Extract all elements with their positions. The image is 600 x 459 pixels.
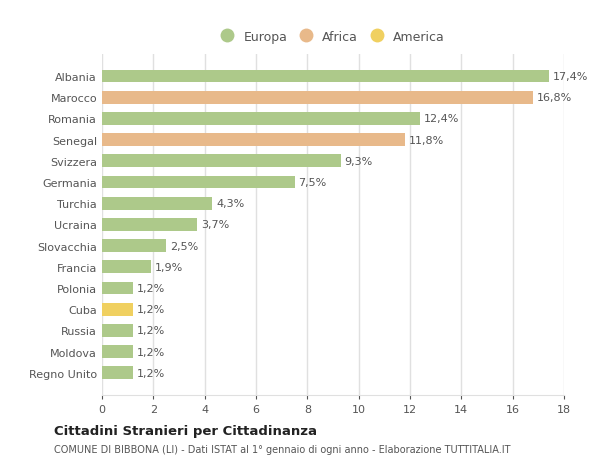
Bar bbox=[102, 218, 197, 231]
Text: 1,2%: 1,2% bbox=[137, 347, 165, 357]
Bar bbox=[102, 282, 133, 295]
Bar bbox=[102, 155, 341, 168]
Text: 7,5%: 7,5% bbox=[298, 178, 326, 188]
Text: 3,7%: 3,7% bbox=[201, 220, 229, 230]
Bar bbox=[102, 113, 420, 125]
Bar bbox=[102, 92, 533, 104]
Text: 1,2%: 1,2% bbox=[137, 304, 165, 314]
Bar bbox=[102, 197, 212, 210]
Bar bbox=[102, 346, 133, 358]
Text: 1,2%: 1,2% bbox=[137, 283, 165, 293]
Bar bbox=[102, 367, 133, 379]
Bar bbox=[102, 325, 133, 337]
Bar bbox=[102, 240, 166, 252]
Text: 16,8%: 16,8% bbox=[537, 93, 572, 103]
Bar bbox=[102, 134, 405, 147]
Text: 1,2%: 1,2% bbox=[137, 368, 165, 378]
Text: 4,3%: 4,3% bbox=[216, 199, 244, 209]
Text: Cittadini Stranieri per Cittadinanza: Cittadini Stranieri per Cittadinanza bbox=[54, 424, 317, 437]
Text: 1,2%: 1,2% bbox=[137, 326, 165, 336]
Text: 2,5%: 2,5% bbox=[170, 241, 198, 251]
Legend: Europa, Africa, America: Europa, Africa, America bbox=[217, 28, 449, 48]
Bar bbox=[102, 303, 133, 316]
Text: 12,4%: 12,4% bbox=[424, 114, 460, 124]
Bar bbox=[102, 176, 295, 189]
Text: 17,4%: 17,4% bbox=[553, 72, 588, 82]
Text: 11,8%: 11,8% bbox=[409, 135, 444, 146]
Text: 1,9%: 1,9% bbox=[155, 262, 183, 272]
Text: COMUNE DI BIBBONA (LI) - Dati ISTAT al 1° gennaio di ogni anno - Elaborazione TU: COMUNE DI BIBBONA (LI) - Dati ISTAT al 1… bbox=[54, 444, 511, 454]
Text: 9,3%: 9,3% bbox=[344, 157, 373, 167]
Bar bbox=[102, 261, 151, 274]
Bar bbox=[102, 71, 548, 83]
